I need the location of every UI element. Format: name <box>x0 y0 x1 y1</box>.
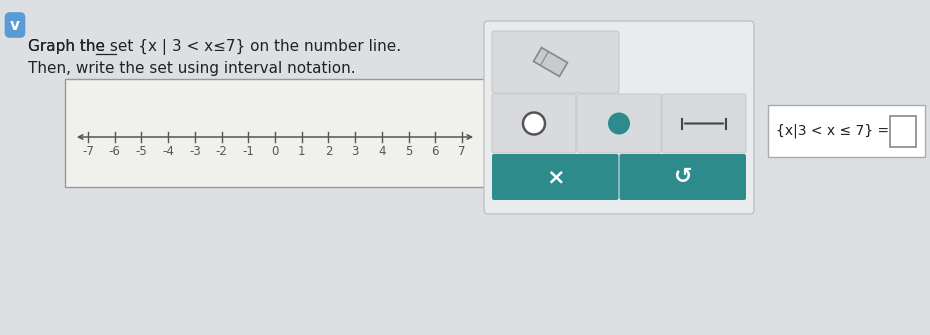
Text: Then, write the set using interval notation.: Then, write the set using interval notat… <box>28 62 355 76</box>
Circle shape <box>608 113 630 134</box>
Text: Graph the: Graph the <box>28 40 110 55</box>
Text: Graph the set {x | 3 < x≤7} on the number line.: Graph the set {x | 3 < x≤7} on the numbe… <box>28 39 401 55</box>
Text: -5: -5 <box>136 145 147 158</box>
FancyBboxPatch shape <box>662 94 746 153</box>
Text: 5: 5 <box>405 145 412 158</box>
FancyBboxPatch shape <box>619 154 746 200</box>
FancyBboxPatch shape <box>492 94 576 153</box>
FancyBboxPatch shape <box>768 105 925 157</box>
FancyBboxPatch shape <box>484 21 754 214</box>
Text: -4: -4 <box>162 145 174 158</box>
Text: 7: 7 <box>458 145 466 158</box>
Text: v: v <box>10 17 20 32</box>
Text: -3: -3 <box>189 145 201 158</box>
Text: ×: × <box>546 167 565 187</box>
Text: 3: 3 <box>352 145 359 158</box>
Text: 4: 4 <box>379 145 386 158</box>
Text: 1: 1 <box>298 145 305 158</box>
Text: -6: -6 <box>109 145 121 158</box>
FancyBboxPatch shape <box>492 31 619 93</box>
Text: -1: -1 <box>243 145 254 158</box>
Text: 0: 0 <box>272 145 279 158</box>
FancyBboxPatch shape <box>65 79 485 187</box>
Text: {x|3 < x ≤ 7} =: {x|3 < x ≤ 7} = <box>776 124 894 138</box>
Circle shape <box>523 113 545 134</box>
FancyBboxPatch shape <box>492 154 618 200</box>
FancyBboxPatch shape <box>890 116 916 147</box>
FancyBboxPatch shape <box>577 94 661 153</box>
Polygon shape <box>534 48 567 76</box>
Text: -7: -7 <box>82 145 94 158</box>
Text: 6: 6 <box>432 145 439 158</box>
Text: 2: 2 <box>325 145 332 158</box>
Text: -2: -2 <box>216 145 228 158</box>
Text: ↺: ↺ <box>673 167 692 187</box>
